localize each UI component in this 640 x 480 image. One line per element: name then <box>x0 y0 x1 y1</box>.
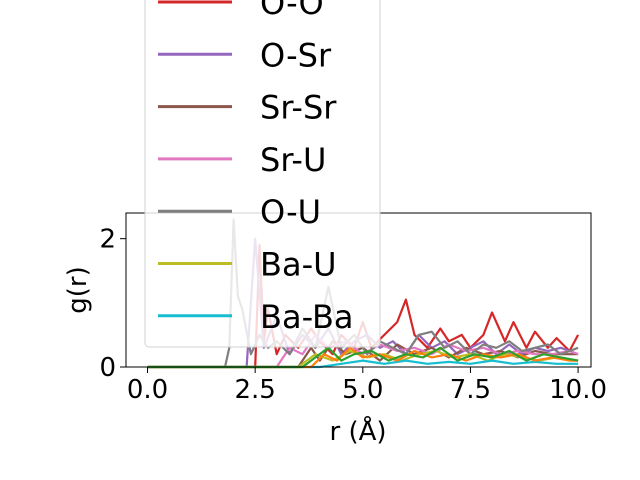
legend-label: Ba-U <box>260 246 337 284</box>
series-line-9 <box>147 346 579 369</box>
x-tick-label: 0.0 <box>127 375 168 405</box>
x-axis-label: r (Å) <box>329 415 386 447</box>
legend-box <box>144 0 381 348</box>
x-axis: 0.0 2.5 5.0 7.5 10.0 <box>127 367 607 405</box>
legend-label: Sr-Sr <box>260 89 337 127</box>
y-axis-label: g(r) <box>63 266 93 313</box>
legend-label: Ba-Ba <box>260 298 354 336</box>
x-tick-label: 2.5 <box>234 375 275 405</box>
legend: O-O O-Sr Sr-Sr Sr-U O-U Ba-U Ba-Ba <box>144 0 381 348</box>
x-tick-label: 7.5 <box>450 375 491 405</box>
legend-label: Sr-U <box>260 141 326 179</box>
legend-label: O-Sr <box>260 36 332 74</box>
y-tick-label: 2 <box>99 225 116 255</box>
series-line-8 <box>147 346 579 369</box>
y-axis: 02 <box>99 225 126 383</box>
legend-label: O-U <box>260 193 321 231</box>
x-tick-label: 5.0 <box>342 375 383 405</box>
legend-label: O-O <box>260 0 324 22</box>
series-line-4 <box>147 333 579 369</box>
x-tick-label: 10.0 <box>549 375 607 405</box>
series-line-7 <box>147 359 579 369</box>
y-tick-label: 0 <box>99 353 116 383</box>
